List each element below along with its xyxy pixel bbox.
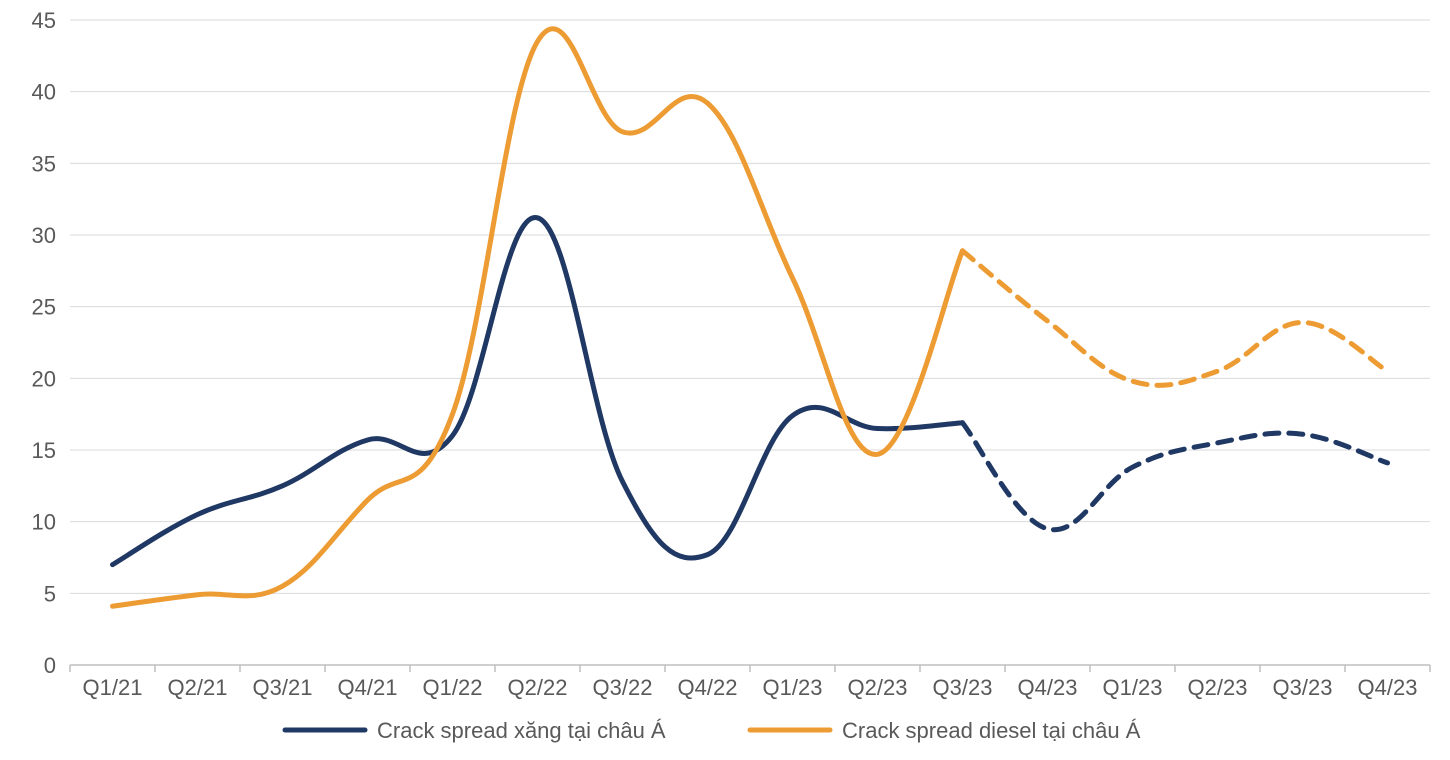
y-tick-label: 10 (32, 510, 56, 535)
y-tick-label: 20 (32, 366, 56, 391)
legend-label: Crack spread diesel tại châu Á (842, 718, 1141, 743)
y-tick-label: 45 (32, 8, 56, 33)
x-tick-label: Q4/21 (338, 675, 398, 700)
crack-spread-chart: 0 5 10 15 20 25 30 35 40 45 Q1/21 Q2/21 Q3/21 Q4/21 Q1… (0, 0, 1450, 760)
x-tick-label: Q1/21 (83, 675, 143, 700)
y-tick-label: 5 (44, 581, 56, 606)
x-tick-label: Q2/23 (848, 675, 908, 700)
y-tick-label: 0 (44, 653, 56, 678)
y-tick-label: 25 (32, 295, 56, 320)
x-tick-label: Q2/22 (508, 675, 568, 700)
y-tick-label: 35 (32, 151, 56, 176)
x-tick-label: Q3/23 (933, 675, 993, 700)
x-tick-label: Q3/23 (1273, 675, 1333, 700)
x-tick-label: Q4/23 (1358, 675, 1418, 700)
x-tick-label: Q3/22 (593, 675, 653, 700)
y-tick-label: 40 (32, 80, 56, 105)
y-tick-label: 30 (32, 223, 56, 248)
x-tick-label: Q1/23 (763, 675, 823, 700)
x-tick-label: Q4/22 (678, 675, 738, 700)
x-tick-label: Q2/23 (1188, 675, 1248, 700)
legend-label: Crack spread xăng tại châu Á (377, 718, 666, 743)
x-tick-label: Q2/21 (168, 675, 228, 700)
x-tick-label: Q3/21 (253, 675, 313, 700)
x-tick-label: Q1/22 (423, 675, 483, 700)
x-tick-label: Q4/23 (1018, 675, 1078, 700)
y-tick-label: 15 (32, 438, 56, 463)
x-tick-label: Q1/23 (1103, 675, 1163, 700)
